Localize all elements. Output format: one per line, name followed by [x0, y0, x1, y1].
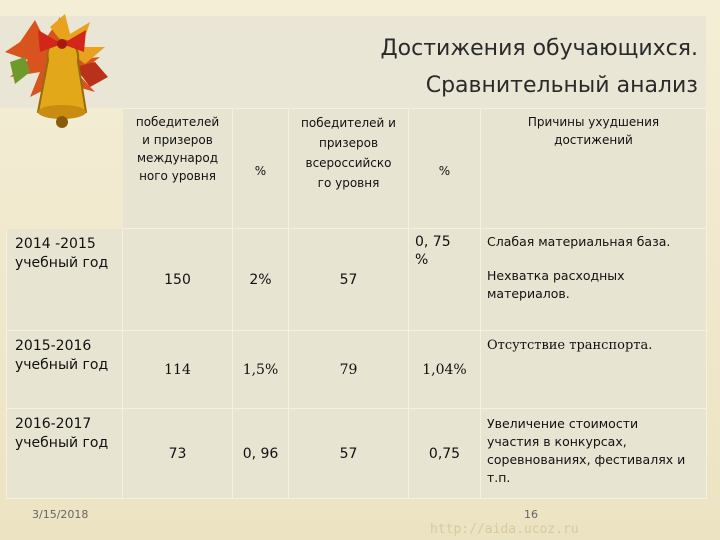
header-international: победителей и призеров международ ного у… — [122, 108, 233, 229]
reason-item: Слабая материальная база. — [487, 234, 671, 249]
header-pct2: % — [408, 108, 481, 229]
pct1-cell: 2% — [232, 228, 289, 331]
pct2-cell: 0, 75 % — [408, 228, 481, 331]
international-cell: 150 — [122, 228, 233, 331]
table-header-row: победителей и призеров международ ного у… — [7, 108, 707, 229]
header-reasons: Причины ухудшения достижений — [480, 108, 707, 229]
reason-item: Отсутствие транспорта. — [487, 338, 653, 353]
year-cell: 2015-2016 учебный год — [6, 330, 123, 409]
bell-with-autumn-leaves-icon — [5, 14, 108, 128]
allrussian-cell: 57 — [288, 408, 409, 499]
slide-title: Достижения обучающихся. Сравнительный ан… — [380, 30, 698, 104]
achievements-table: победителей и призеров международ ного у… — [6, 108, 707, 499]
reason-item: Увеличение стоимости участия в конкурсах… — [487, 416, 686, 485]
reasons-cell: Увеличение стоимости участия в конкурсах… — [480, 408, 707, 499]
watermark-url: http://aida.ucoz.ru — [430, 522, 579, 537]
international-cell: 73 — [122, 408, 233, 499]
pct1-cell: 0, 96 — [232, 408, 289, 499]
reason-item: Нехватка расходных материалов. — [487, 268, 625, 301]
reasons-cell: Слабая материальная база. Нехватка расхо… — [480, 228, 707, 331]
year-cell: 2014 -2015 учебный год — [6, 228, 123, 331]
footer-date: 3/15/2018 — [32, 508, 89, 521]
table-row: 2015-2016 учебный год 114 1,5% 79 1,04% … — [6, 330, 707, 409]
year-cell: 2016-2017 учебный год — [6, 408, 123, 499]
page-number: 16 — [524, 508, 538, 521]
title-line-1: Достижения обучающихся. — [380, 36, 698, 61]
pct2-cell: 0,75 — [408, 408, 481, 499]
title-line-2: Сравнительный анализ — [425, 73, 698, 98]
reasons-cell: Отсутствие транспорта. — [480, 330, 707, 409]
header-empty-cell — [7, 109, 123, 229]
title-area — [0, 16, 706, 108]
table-row: 2014 -2015 учебный год 150 2% 57 0, 75 %… — [6, 228, 707, 331]
header-pct1: % — [232, 108, 289, 229]
allrussian-cell: 57 — [288, 228, 409, 331]
international-cell: 114 — [122, 330, 233, 409]
allrussian-cell: 79 — [288, 330, 409, 409]
pct1-cell: 1,5% — [232, 330, 289, 409]
pct2-cell: 1,04% — [408, 330, 481, 409]
table-row: 2016-2017 учебный год 73 0, 96 57 0,75 У… — [6, 408, 707, 499]
header-allrussian: победителей и призеров всероссийско го у… — [288, 108, 409, 229]
